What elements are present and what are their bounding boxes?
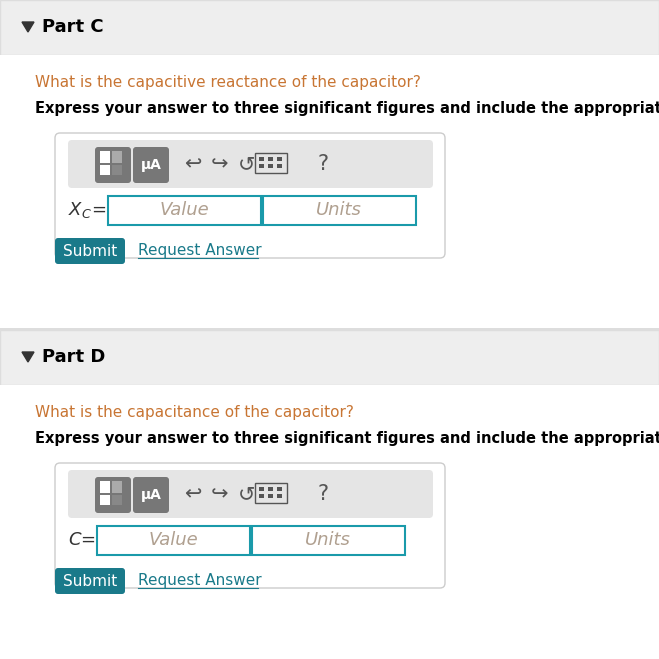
- FancyBboxPatch shape: [133, 147, 169, 183]
- Text: ?: ?: [318, 154, 329, 174]
- Polygon shape: [22, 352, 34, 362]
- Text: ↺: ↺: [239, 484, 256, 504]
- Bar: [259, 157, 264, 161]
- Bar: [112, 151, 122, 163]
- Bar: [0, 328, 659, 330]
- Bar: [259, 164, 264, 168]
- Bar: [0, 385, 659, 659]
- Text: Submit: Submit: [63, 573, 117, 588]
- Text: Units: Units: [316, 201, 362, 219]
- Bar: [0, 330, 659, 385]
- FancyBboxPatch shape: [133, 477, 169, 513]
- Text: Request Answer: Request Answer: [138, 573, 262, 588]
- Text: Express your answer to three significant figures and include the appropriate uni: Express your answer to three significant…: [35, 101, 659, 116]
- FancyBboxPatch shape: [68, 140, 433, 188]
- Bar: [100, 481, 110, 493]
- Text: μA: μA: [140, 158, 161, 172]
- Bar: [259, 487, 264, 491]
- Text: Submit: Submit: [63, 243, 117, 258]
- Text: Value: Value: [159, 201, 209, 219]
- Text: Part C: Part C: [42, 18, 103, 36]
- Bar: [268, 487, 273, 491]
- FancyBboxPatch shape: [55, 133, 445, 258]
- Text: ↪: ↪: [212, 484, 229, 504]
- Bar: [263, 196, 416, 225]
- Text: Value: Value: [148, 531, 198, 549]
- Bar: [100, 495, 110, 505]
- FancyBboxPatch shape: [68, 470, 433, 518]
- Bar: [259, 494, 264, 498]
- Text: ?: ?: [318, 484, 329, 504]
- Bar: [277, 494, 282, 498]
- Bar: [277, 164, 282, 168]
- Text: ↺: ↺: [239, 154, 256, 174]
- Text: ↩: ↩: [185, 484, 202, 504]
- Text: What is the capacitive reactance of the capacitor?: What is the capacitive reactance of the …: [35, 75, 421, 90]
- Text: ↩: ↩: [185, 154, 202, 174]
- Text: $X_C$: $X_C$: [68, 200, 92, 220]
- Bar: [268, 494, 273, 498]
- Text: $C$: $C$: [68, 531, 82, 549]
- Text: =: =: [80, 531, 95, 549]
- Text: ↪: ↪: [212, 154, 229, 174]
- FancyBboxPatch shape: [95, 477, 131, 513]
- Bar: [255, 153, 287, 173]
- Bar: [255, 483, 287, 503]
- Bar: [277, 157, 282, 161]
- Bar: [100, 151, 110, 163]
- Bar: [0, 55, 659, 330]
- Text: What is the capacitance of the capacitor?: What is the capacitance of the capacitor…: [35, 405, 354, 420]
- Text: Express your answer to three significant figures and include the appropriate uni: Express your answer to three significant…: [35, 431, 659, 446]
- Bar: [108, 196, 261, 225]
- Text: Request Answer: Request Answer: [138, 243, 262, 258]
- FancyBboxPatch shape: [55, 238, 125, 264]
- Text: Units: Units: [305, 531, 351, 549]
- Bar: [277, 487, 282, 491]
- FancyBboxPatch shape: [95, 147, 131, 183]
- FancyBboxPatch shape: [55, 463, 445, 588]
- Bar: [100, 165, 110, 175]
- Text: μA: μA: [140, 488, 161, 502]
- Bar: [268, 157, 273, 161]
- FancyBboxPatch shape: [55, 568, 125, 594]
- Bar: [112, 495, 122, 505]
- Bar: [252, 526, 405, 555]
- Polygon shape: [22, 22, 34, 32]
- Bar: [268, 164, 273, 168]
- Text: =: =: [91, 201, 106, 219]
- Bar: [112, 165, 122, 175]
- Text: Part D: Part D: [42, 348, 105, 366]
- Bar: [0, 0, 659, 55]
- Bar: [97, 526, 250, 555]
- Bar: [112, 481, 122, 493]
